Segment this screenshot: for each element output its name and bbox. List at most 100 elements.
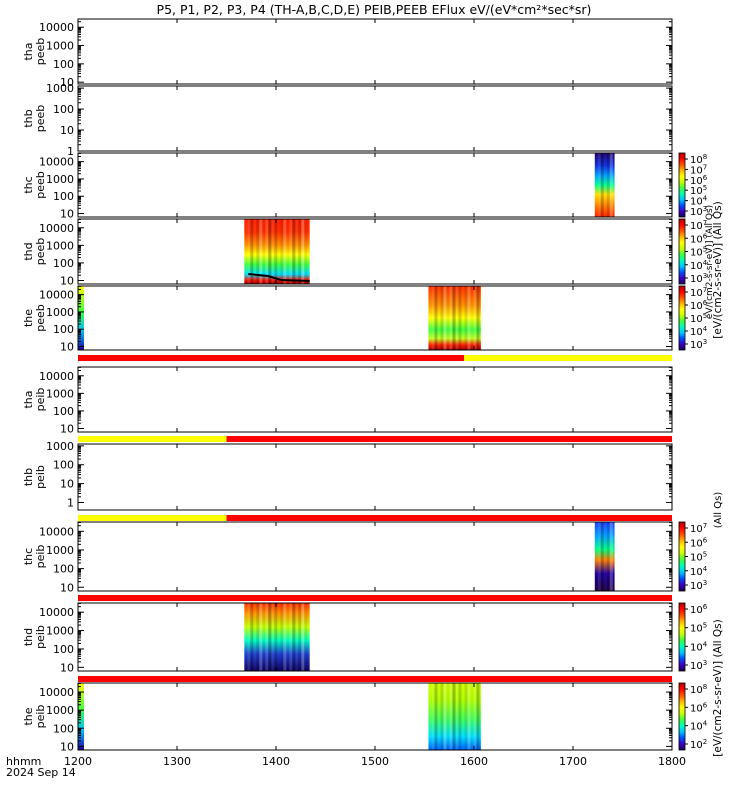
panel-label-probe: the (22, 707, 35, 725)
colorbar-tick-label: 105 (690, 551, 707, 564)
spectrum-column (256, 219, 260, 284)
panel-label-instrument: peeb (34, 38, 47, 66)
colorbar-tick-label: 106 (690, 536, 708, 549)
y-tick-label: 100 (53, 257, 74, 270)
colorbar-tick-label: 102 (690, 738, 707, 751)
y-tick-label: 10 (60, 478, 74, 491)
y-tick-label: 100 (53, 643, 74, 656)
y-tick-label: 1000 (46, 440, 74, 453)
panel-bg (78, 219, 672, 284)
colorbar-label-ions-top: (All Qs) (713, 492, 724, 529)
spectrum-column (440, 286, 444, 350)
colorbar-tick-label: 108 (690, 683, 707, 696)
panel-label-probe: thc (22, 176, 35, 193)
panel-label-probe: thd (22, 242, 35, 260)
figure-title: P5, P1, P2, P3, P4 (TH-A,B,C,D,E) PEIB,P… (157, 2, 592, 17)
panel-tha-peeb: 10000 1000 100 10 tha peeb (22, 18, 673, 89)
x-axis-label-line2: 2024 Sep 14 (6, 766, 76, 779)
spectrum-column (283, 219, 287, 284)
spectrum-column (431, 286, 435, 350)
spectrum-column (476, 683, 480, 750)
panel-label-probe: thb (22, 468, 35, 486)
x-tick-label: 1300 (163, 755, 191, 768)
y-tick-label: 10000 (39, 21, 74, 34)
x-tick-label: 1800 (658, 755, 686, 768)
y-tick-label: 10 (60, 274, 74, 287)
panel-label-instrument: peib (34, 545, 47, 569)
colorbar-tick-label: 104 (690, 640, 708, 653)
spectrum-column (606, 522, 610, 591)
panel-label-instrument: peeb (34, 105, 47, 133)
y-tick-label: 10 (60, 341, 74, 354)
status-bar-the-peeb (78, 355, 672, 361)
y-tick-label: 100 (53, 459, 74, 472)
panel-label-probe: thc (22, 548, 35, 565)
colorbar-swatch (678, 602, 686, 672)
spectrum-column (434, 683, 438, 750)
spectrum-column (256, 603, 260, 671)
spectrum-column (289, 603, 293, 671)
spectrum-column (259, 603, 263, 671)
colorbar-label-electrons-side: eV/(cm2-s-sr-eV)] (All Qs) (705, 205, 715, 319)
panel-bg (78, 367, 672, 432)
spectrum-column (301, 603, 305, 671)
y-tick-label: 1000 (46, 704, 74, 717)
spectrum-column (283, 603, 287, 671)
colorbar-swatch (678, 218, 686, 285)
x-tick-label: 1600 (460, 755, 488, 768)
cb-the-i: 108 106 104 102 (678, 682, 708, 751)
spectrum-column (304, 603, 308, 671)
status-bars-layer (78, 355, 672, 682)
panel-label-instrument: peib (34, 625, 47, 649)
spectrum-column (253, 603, 256, 671)
panel-label-instrument: peeb (34, 304, 47, 332)
spectrum-column (597, 522, 601, 591)
panel-thb-peib: 1000 100 10 1 thb peib (22, 440, 673, 511)
spectrum-the-i (428, 683, 481, 750)
spectrum-column (247, 603, 251, 671)
spectrum-column (268, 219, 272, 284)
panel-label-instrument: peib (34, 465, 47, 489)
panel-bg (78, 153, 672, 217)
spectrum-column (464, 286, 468, 350)
colorbar-tick-label: 104 (690, 565, 708, 578)
y-tick-label: 100 (53, 722, 74, 735)
spectrum-column (437, 683, 440, 750)
colorbar-tick-label: 103 (690, 579, 707, 592)
spectrum-column (449, 286, 453, 350)
spectrum-column (606, 153, 610, 217)
status-segment (78, 355, 465, 361)
spectrum-column (289, 219, 293, 284)
colorbar-tick-label: 104 (690, 720, 708, 733)
spectrum-column (259, 219, 263, 284)
spectrum-column (464, 683, 468, 750)
spectrum-column (455, 286, 459, 350)
panel-tha-peib: 10000 1000 100 10 tha peib (22, 366, 673, 435)
spectrum-column (609, 522, 613, 591)
y-tick-label: 1 (67, 145, 74, 158)
y-tick-label: 100 (53, 323, 74, 336)
colorbar-tick-label: 104 (690, 325, 708, 338)
spectrum-column (449, 683, 453, 750)
spectrum-column (262, 219, 266, 284)
panel-label-probe: tha (22, 390, 35, 408)
panel-label-instrument: peeb (34, 171, 47, 199)
spectrum-column (452, 683, 456, 750)
colorbar-swatch (678, 682, 686, 751)
spectrum-column (268, 603, 272, 671)
status-bar-thc-peib (78, 595, 672, 601)
spectrum-column (292, 219, 296, 284)
spectrum-column (604, 153, 607, 217)
x-tick-label: 1200 (64, 755, 92, 768)
spectrum-column (467, 683, 471, 750)
panel-bg (78, 683, 672, 750)
x-tick-label: 1400 (262, 755, 290, 768)
colorbar-tick-label: 106 (690, 701, 708, 714)
spectrum-column (446, 683, 450, 750)
colorbar-tick-label: 103 (690, 659, 707, 672)
spectrum-thc-e (594, 153, 615, 217)
spectrum-column (247, 219, 251, 284)
